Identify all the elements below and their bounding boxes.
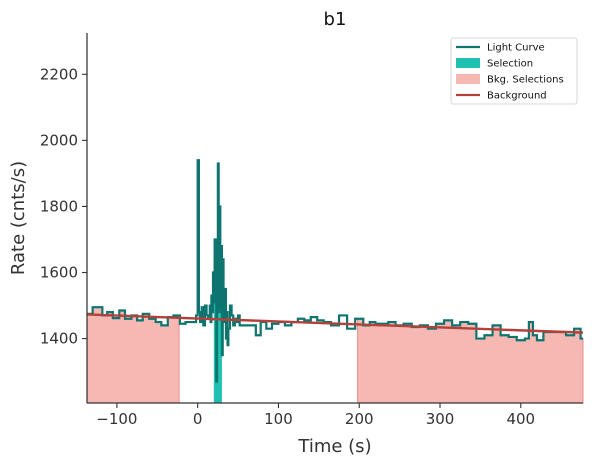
x-tick-label: 100: [264, 410, 293, 428]
y-tick-label: 1600: [40, 264, 78, 282]
x-tick-label: −100: [96, 410, 137, 428]
y-tick-label: 2000: [40, 131, 78, 149]
legend-swatch: [456, 74, 480, 84]
y-tick-label: 2200: [40, 65, 78, 83]
legend-label: Light Curve: [487, 43, 545, 54]
legend: Light Curve Selection Bkg. Selections Backg…: [450, 37, 578, 105]
y-axis-title: Rate (cnts/s): [8, 161, 29, 275]
legend-label: Background: [487, 91, 547, 102]
bkg-selection-region: [86, 306, 180, 404]
legend-label: Bkg. Selections: [487, 75, 564, 86]
background-model-line: [86, 313, 584, 334]
x-axis-title: Time (s): [297, 436, 371, 457]
y-tick-label: 1400: [40, 330, 78, 348]
x-tick-label: 400: [506, 410, 535, 428]
legend-swatch: [456, 58, 480, 68]
chart-title: b1: [324, 9, 347, 30]
legend-label: Selection: [487, 59, 533, 70]
x-tick-label: 200: [345, 410, 374, 428]
x-ticks: −100 0 100 200 300 400: [96, 403, 535, 428]
y-tick-label: 1800: [40, 197, 78, 215]
x-tick-label: 300: [426, 410, 455, 428]
legend-frame: [450, 37, 578, 105]
x-tick-label: 0: [193, 410, 203, 428]
y-ticks: 1400 1600 1800 2000 2200: [40, 65, 87, 348]
background-layer: [86, 313, 584, 334]
